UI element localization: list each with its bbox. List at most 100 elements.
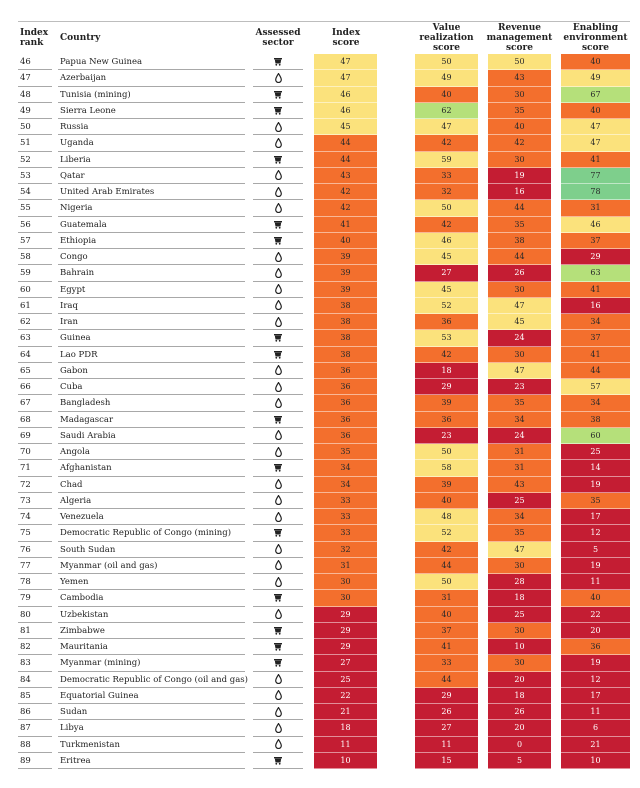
- enabling-environment-score: 34: [561, 314, 630, 331]
- index-rank: 89: [18, 753, 52, 769]
- enabling-environment-score: 63: [561, 265, 630, 282]
- index-rank: 79: [18, 590, 52, 607]
- mine-cart-icon: [274, 155, 282, 165]
- table-row: 67 Bangladesh 36 39 35 34: [0, 395, 640, 412]
- header-country: Country: [60, 33, 101, 43]
- revenue-management-score: 23: [488, 379, 551, 396]
- index-score: 36: [314, 411, 377, 428]
- index-score: 46: [314, 102, 377, 119]
- oil-drop-icon: [274, 608, 282, 620]
- index-score: 36: [314, 395, 377, 412]
- oil-drop-icon: [274, 250, 282, 262]
- index-rank: 51: [18, 135, 52, 152]
- index-score: 29: [314, 639, 377, 656]
- index-rank: 55: [18, 200, 52, 217]
- country-name: Myanmar (mining): [58, 655, 245, 672]
- revenue-management-score: 44: [488, 200, 551, 217]
- oil-drop-icon: [274, 267, 282, 278]
- country-name: Ethiopia: [58, 233, 245, 249]
- assessed-sector: [253, 623, 303, 639]
- value-realization-score: 52: [415, 525, 478, 542]
- index-score: 47: [314, 70, 377, 87]
- enabling-environment-score: 10: [561, 752, 630, 769]
- value-realization-score: 27: [415, 720, 478, 737]
- index-score: 21: [314, 704, 377, 721]
- assessed-sector: [253, 607, 303, 623]
- oil-drop-icon: [274, 380, 282, 392]
- oil-drop-icon: [274, 169, 282, 181]
- country-name: Gabon: [58, 363, 245, 379]
- mine-cart-icon: [274, 756, 282, 766]
- value-realization-score: 45: [415, 249, 478, 266]
- enabling-environment-score: 40: [561, 590, 630, 607]
- index-score: 38: [314, 346, 377, 363]
- revenue-management-score: 30: [488, 346, 551, 363]
- enabling-environment-score: 37: [561, 232, 630, 249]
- index-rank: 75: [18, 525, 52, 542]
- index-rank: 78: [18, 574, 52, 591]
- revenue-management-score: 18: [488, 687, 551, 704]
- revenue-management-score: 40: [488, 119, 551, 136]
- enabling-environment-score: 19: [561, 655, 630, 672]
- assessed-sector: [253, 168, 303, 184]
- enabling-environment-score: 41: [561, 151, 630, 168]
- index-rank: 52: [18, 152, 52, 168]
- mine-cart-icon: [274, 90, 282, 100]
- table-row: 59 Bahrain 39 27 26 63: [0, 265, 640, 282]
- table-row: 71 Afghanistan 34 58 31 14: [0, 460, 640, 477]
- country-name: Azerbaijan: [58, 70, 245, 87]
- revenue-management-score: 24: [488, 330, 551, 347]
- oil-drop-icon: [274, 478, 282, 490]
- index-rank: 63: [18, 330, 52, 347]
- index-score: 36: [314, 427, 377, 444]
- oil-drop-icon: [274, 445, 282, 457]
- country-name: Cambodia: [58, 590, 245, 607]
- value-realization-score: 18: [415, 362, 478, 379]
- table-row: 86 Sudan 21 26 26 11: [0, 704, 640, 721]
- value-realization-score: 15: [415, 752, 478, 769]
- enabling-environment-score: 11: [561, 704, 630, 721]
- country-name: Russia: [58, 119, 245, 136]
- oil-drop-icon: [274, 283, 282, 295]
- value-realization-score: 31: [415, 590, 478, 607]
- country-name: Algeria: [58, 493, 245, 509]
- revenue-management-score: 47: [488, 541, 551, 558]
- enabling-environment-score: 31: [561, 200, 630, 217]
- index-score: 32: [314, 541, 377, 558]
- enabling-environment-score: 77: [561, 167, 630, 184]
- revenue-management-score: 42: [488, 135, 551, 152]
- oil-drop-icon: [274, 705, 282, 717]
- enabling-environment-score: 21: [561, 736, 630, 753]
- value-realization-score: 42: [415, 216, 478, 233]
- oil-drop-icon: [274, 397, 282, 408]
- revenue-management-score: 18: [488, 590, 551, 607]
- index-score: 38: [314, 297, 377, 314]
- index-score: 43: [314, 167, 377, 184]
- revenue-management-score: 34: [488, 509, 551, 526]
- table-row: 89 Eritrea 10 15 5 10: [0, 752, 640, 769]
- assessed-sector: [253, 184, 303, 201]
- assessed-sector: [253, 70, 303, 87]
- index-score: 42: [314, 184, 377, 201]
- index-score: 38: [314, 330, 377, 347]
- revenue-management-score: 45: [488, 314, 551, 331]
- assessed-sector: [253, 152, 303, 168]
- revenue-management-score: 5: [488, 752, 551, 769]
- country-name: Afghanistan: [58, 460, 245, 477]
- oil-drop-icon: [274, 137, 282, 148]
- header-enabling-environment: Enabling environment score: [563, 23, 628, 53]
- index-score: 31: [314, 557, 377, 574]
- index-score: 22: [314, 687, 377, 704]
- table-row: 57 Ethiopia 40 46 38 37: [0, 232, 640, 249]
- revenue-management-score: 31: [488, 444, 551, 461]
- revenue-management-score: 30: [488, 151, 551, 168]
- table-row: 55 Nigeria 42 50 44 31: [0, 200, 640, 217]
- index-rank: 59: [18, 265, 52, 282]
- table-row: 87 Libya 18 27 20 6: [0, 720, 640, 737]
- enabling-environment-score: 41: [561, 346, 630, 363]
- table-row: 79 Cambodia 30 31 18 40: [0, 590, 640, 607]
- enabling-environment-score: 47: [561, 119, 630, 136]
- country-name: Angola: [58, 444, 245, 461]
- country-name: Bangladesh: [58, 395, 245, 412]
- oil-drop-icon: [274, 185, 282, 197]
